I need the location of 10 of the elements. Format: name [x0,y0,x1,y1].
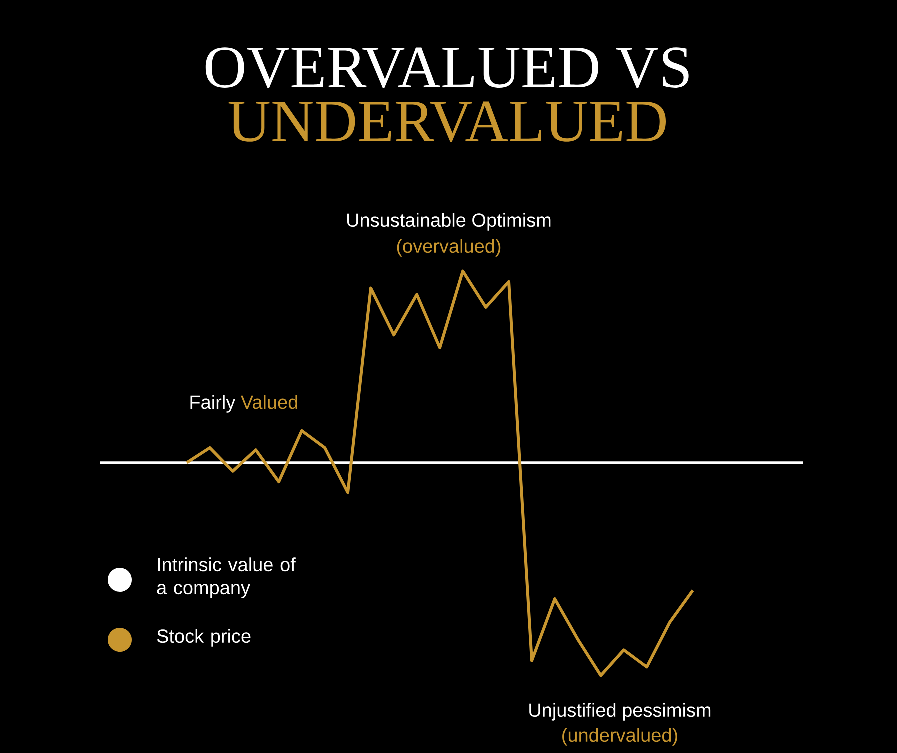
annotation: Fairly [190,395,236,413]
chart-subtitle: UNDERVALUED [228,102,666,142]
text: (overvalued) [397,239,501,257]
legend-label: Stock price [157,629,251,647]
annotation: Valued [241,395,298,410]
text: Unjustified pessimism [530,703,711,721]
chart-title: OVERVALUED VS [206,48,689,88]
legend-label: Intrinsic value of a company [157,558,296,598]
text: (undervalued) [562,728,678,746]
text: Unsustainable Optimism [348,213,551,231]
